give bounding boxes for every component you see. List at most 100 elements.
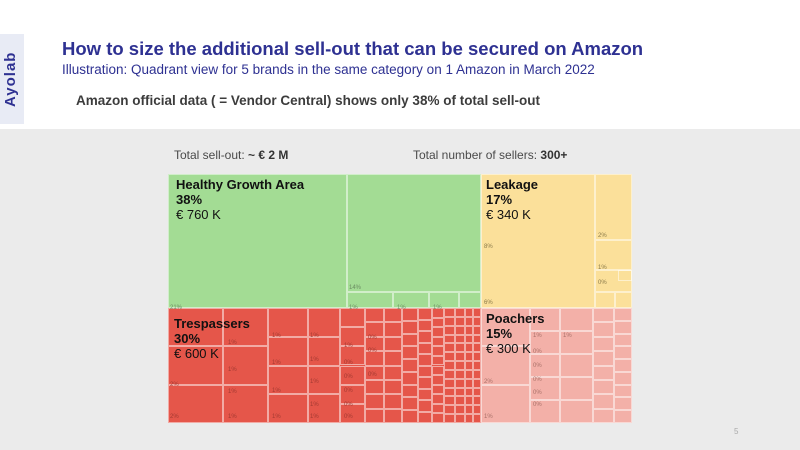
treemap-cell — [560, 400, 593, 423]
treemap-cell — [473, 361, 481, 370]
label-healthy: Healthy Growth Area 38% € 760 K — [176, 177, 304, 222]
treemap-cell — [560, 331, 593, 354]
cell-share-label: 1% — [228, 389, 237, 395]
treemap-cell — [223, 384, 268, 423]
treemap-cell — [268, 308, 308, 337]
cell-share-label: 1% — [349, 305, 358, 311]
treemap-cell — [473, 308, 481, 317]
treemap-cell — [308, 394, 340, 423]
treemap-cell — [418, 411, 432, 423]
treemap-cell — [455, 405, 465, 415]
treemap-cell — [595, 270, 632, 292]
treemap-cell — [418, 388, 432, 400]
cell-share-label: 1% — [344, 343, 353, 349]
treemap-cell — [455, 369, 465, 379]
treemap-cell — [444, 343, 455, 353]
treemap-cell — [402, 346, 418, 360]
treemap-cell — [444, 387, 455, 397]
treemap-cell — [432, 336, 444, 347]
treemap-cell — [444, 325, 455, 335]
total-sellers: Total number of sellers: 300+ — [413, 148, 567, 162]
treemap-cell — [593, 351, 614, 366]
treemap-cell — [418, 331, 432, 343]
treemap-cell — [444, 352, 455, 362]
label-leakage: Leakage 17% € 340 K — [486, 177, 538, 222]
cell-share-label: 1% — [310, 333, 319, 339]
cell-share-label: 1% — [433, 305, 442, 311]
treemap-cell — [365, 408, 384, 423]
treemap-cell — [402, 320, 418, 334]
page-number: 5 — [734, 427, 739, 436]
treemap-cell — [365, 351, 384, 366]
treemap-cell — [347, 174, 481, 292]
treemap-cell — [418, 354, 432, 366]
cell-share-label: 1% — [310, 379, 319, 385]
cell-share-label: 6% — [484, 300, 493, 306]
treemap-cell — [530, 354, 560, 377]
cell-share-label: 1% — [598, 265, 607, 271]
treemap-cell — [595, 240, 632, 270]
treemap-cell — [481, 346, 530, 385]
treemap-cell — [444, 316, 455, 326]
treemap-cell — [268, 365, 308, 395]
treemap-cell — [614, 320, 632, 334]
leakage-name: Leakage — [486, 177, 539, 192]
cell-share-label: 14% — [349, 285, 362, 291]
treemap-cell — [340, 308, 365, 328]
treemap-cell — [465, 308, 473, 317]
cell-share-label: 1% — [310, 357, 319, 363]
trespassers-percent: 30% — [174, 331, 201, 346]
total-sellers-value: 300+ — [540, 148, 568, 162]
treemap-cell — [347, 292, 393, 308]
cell-share-label: 1% — [272, 414, 281, 420]
treemap-cell — [473, 378, 481, 388]
treemap-cell — [340, 403, 365, 423]
treemap-cell — [465, 405, 473, 415]
treemap-cell — [444, 378, 455, 388]
treemap-cell — [432, 355, 444, 366]
treemap-cell — [168, 384, 223, 423]
treemap-cell — [593, 365, 614, 380]
treemap-cell — [481, 384, 530, 423]
poachers-value: € 300 K — [486, 341, 531, 356]
healthy-value: € 760 K — [176, 207, 221, 222]
treemap-cell — [340, 346, 365, 366]
cell-share-label: 0% — [368, 335, 377, 341]
treemap-cell — [593, 408, 614, 423]
treemap-cell — [560, 377, 593, 400]
treemap-cell — [444, 361, 455, 370]
treemap-cell — [365, 336, 384, 352]
treemap-cell — [473, 343, 481, 353]
treemap-cell — [465, 414, 473, 423]
treemap-cell — [402, 359, 418, 372]
treemap-cell — [432, 384, 444, 395]
page-title: How to size the additional sell-out that… — [62, 38, 644, 59]
treemap-cell — [340, 327, 365, 347]
treemap-cell — [530, 400, 560, 423]
treemap-cell — [444, 369, 455, 379]
treemap-cell — [384, 365, 402, 380]
cell-share-label: 1% — [272, 360, 281, 366]
cell-share-label: 0% — [344, 414, 353, 420]
treemap-cell — [614, 359, 632, 372]
label-poachers: Poachers 15% € 300 K — [486, 311, 545, 356]
treemap-cell — [168, 174, 347, 308]
treemap-cell — [530, 377, 560, 400]
cell-share-label: 0% — [533, 363, 542, 369]
treemap-cell — [465, 316, 473, 326]
quadrant-treemap: 21% 14% 1% 1% 1% 8% 2% 1% 0% 6% 2% 2% 1% 1% 1% 1% 1% 1% 1%… — [168, 174, 632, 423]
treemap-cell — [465, 369, 473, 379]
treemap-cell — [473, 396, 481, 406]
healthy-name: Healthy Growth Area — [176, 177, 305, 192]
cell-share-label: 0% — [344, 388, 353, 394]
treemap-cell — [384, 408, 402, 423]
healthy-percent: 38% — [176, 192, 203, 207]
treemap-cell — [223, 308, 268, 347]
treemap-cell — [481, 174, 595, 308]
cell-share-label: 1% — [310, 402, 319, 408]
treemap-cell — [459, 292, 481, 308]
treemap-cell — [308, 308, 340, 337]
treemap-cell — [593, 308, 614, 323]
treemap-cell — [432, 317, 444, 328]
treemap-cell — [418, 365, 432, 377]
